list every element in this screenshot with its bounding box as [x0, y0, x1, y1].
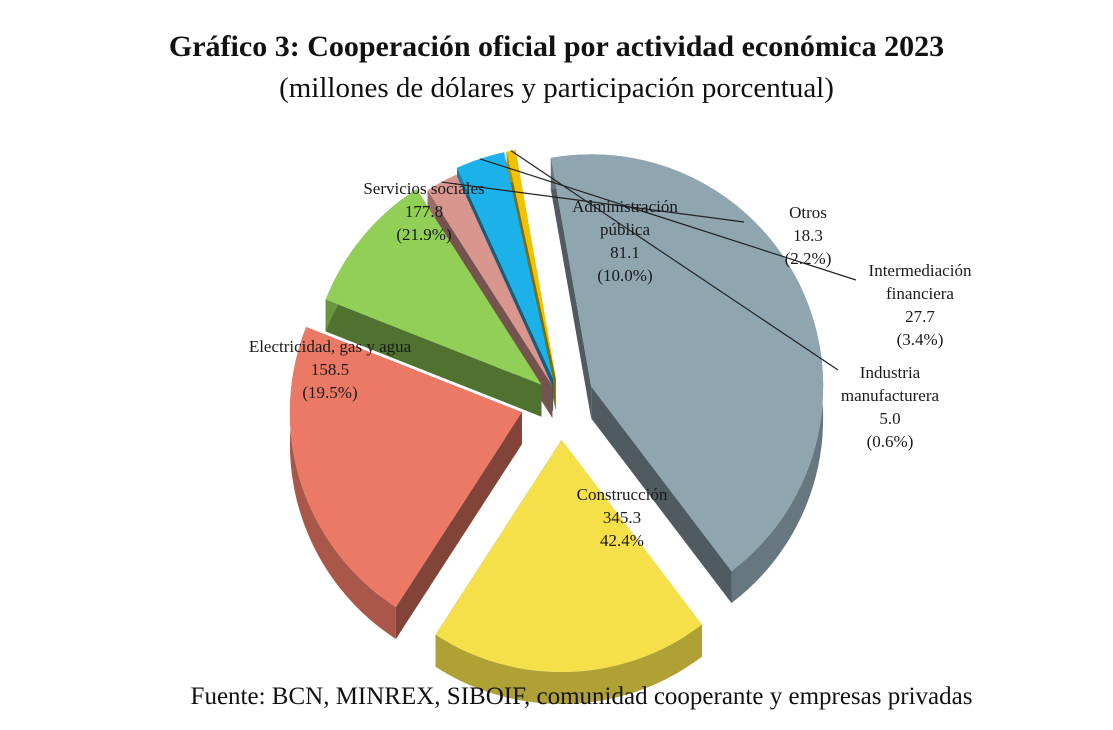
pie-slice [550, 154, 824, 604]
pie-slice-wall [550, 157, 592, 419]
slice-label: Electricidad, gas y agua 158.5 (19.5%) [249, 337, 412, 402]
slice-label-line: (3.4%) [897, 330, 944, 349]
slice-label-line: Construcción [577, 485, 668, 504]
pie-slice-top [427, 174, 553, 386]
slice-label-line: Industria [860, 363, 921, 382]
pie-slice-top [435, 439, 702, 672]
slice-label-line: 5.0 [879, 409, 900, 428]
slice-label-line: pública [600, 220, 650, 239]
pie-slice-wall [325, 299, 542, 417]
slice-label: Construcción 345.3 42.4% [577, 485, 668, 550]
slice-label: Servicios sociales 177.8 (21.9%) [363, 179, 484, 244]
slice-label-line: 81.1 [610, 243, 640, 262]
pie-slice-top [456, 152, 554, 380]
slice-label-line: financiera [886, 284, 954, 303]
chart-subtitle: (millones de dólares y participación por… [279, 72, 834, 104]
leader-lines [441, 150, 857, 371]
slice-label-line: 345.3 [603, 508, 641, 527]
slice-label-line: 27.7 [905, 307, 935, 326]
chart-source: Fuente: BCN, MINREX, SIBOIF, comunidad c… [190, 683, 973, 710]
leader-line [510, 150, 839, 371]
pie-slice-top [289, 326, 522, 608]
chart-title: Gráfico 3: Cooperación oficial por activ… [168, 30, 945, 63]
slice-label-line: Otros [789, 203, 827, 222]
slice-label-line: (0.6%) [867, 432, 914, 451]
slice-label-line: (2.2%) [785, 249, 832, 268]
slice-label-line: 177.8 [405, 202, 443, 221]
slice-label: Otros 18.3 (2.2%) [785, 203, 832, 268]
slice-label-line: Administración [572, 197, 678, 216]
pie-slice [289, 326, 522, 640]
slice-label-line: manufacturera [841, 386, 940, 405]
pie-slice [435, 439, 702, 704]
pie-slice-rim [435, 624, 702, 704]
slice-label: Intermediación financiera 27.7 (3.4%) [869, 261, 972, 349]
pie-slice-wall [395, 412, 522, 640]
leader-line [479, 158, 857, 281]
pie-slice [325, 189, 542, 417]
pie-slice-wall [591, 386, 732, 604]
slice-label-line: Servicios sociales [363, 179, 484, 198]
slice-label-line: 42.4% [600, 531, 644, 550]
slice-label: Administración pública 81.1 (10.0%) [572, 197, 678, 285]
slice-label-line: 158.5 [311, 360, 349, 379]
pie-slice-top [550, 154, 824, 572]
slice-label: Industria manufacturera 5.0 (0.6%) [841, 363, 940, 451]
slice-label-line: (10.0%) [597, 266, 652, 285]
leader-line [441, 181, 745, 223]
slice-label-line: (19.5%) [302, 383, 357, 402]
slice-labels: Construcción 345.3 42.4% Electricidad, gas … [249, 179, 972, 550]
slice-label-line: Electricidad, gas y agua [249, 337, 412, 356]
slice-label-line: (21.9%) [396, 225, 451, 244]
slice-label-line: Intermediación [869, 261, 972, 280]
pie-slices [289, 149, 824, 704]
pie-slice-top [506, 149, 556, 379]
slice-label-line: 18.3 [793, 226, 823, 245]
pie-slice-top [325, 189, 542, 385]
